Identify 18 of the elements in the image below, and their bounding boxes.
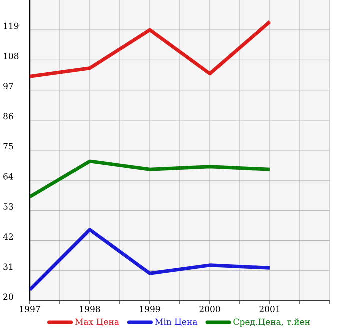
x-tick-label: 1999	[140, 306, 160, 312]
legend-label: Min Цена	[155, 318, 198, 326]
x-tick-label: 2001	[260, 306, 280, 312]
y-tick-label: 64	[4, 173, 14, 180]
legend-label: Max Цена	[75, 318, 120, 326]
y-tick-label: 97	[4, 83, 14, 90]
y-tick-label: 53	[4, 203, 14, 210]
y-tick-label: 75	[4, 143, 14, 150]
y-tick-label: 119	[4, 22, 19, 30]
y-tick-label: 31	[4, 264, 13, 270]
x-tick-label: 1997	[20, 306, 40, 312]
y-tick-label: 86	[4, 113, 14, 120]
y-tick-label: 42	[3, 234, 14, 240]
x-tick-label: 1998	[80, 306, 100, 312]
x-tick-label: 2000	[200, 306, 220, 312]
legend-label: Сред.Цена, т.йен	[234, 318, 310, 327]
y-tick-label: 20	[4, 294, 14, 300]
y-tick-label: 108	[4, 52, 19, 60]
